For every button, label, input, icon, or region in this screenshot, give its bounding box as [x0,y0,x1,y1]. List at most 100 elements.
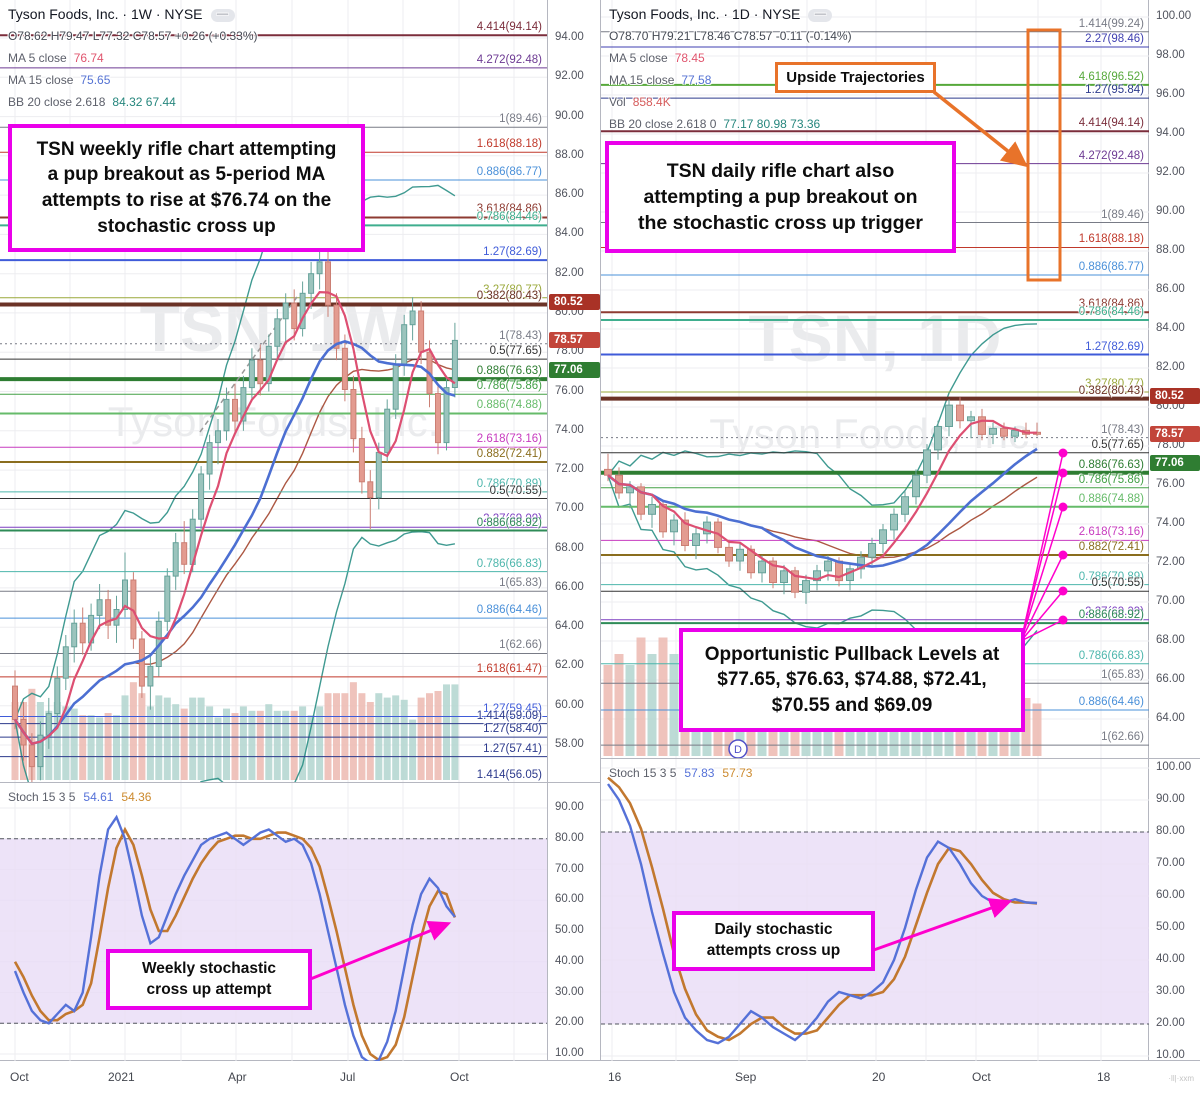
weekly-title-row: Tyson Foods, Inc. · 1W · NYSE — [8,3,258,25]
time-label: 18 [1097,1070,1111,1084]
daily-annotation-box[interactable]: TSN daily rifle chart also attempting a … [605,141,956,253]
corner-watermark: ·ll|·xxm [1168,1074,1194,1083]
fib-level-label: 0.886(86.77) [1078,260,1144,273]
price-tick: 76.00 [1156,478,1185,490]
price-tick: 68.00 [1156,634,1185,646]
price-tick: 70.00 [555,502,584,515]
fib-level-label: 3.27(80.77) [1085,377,1144,390]
upside-trajectories-box[interactable]: Upside Trajectories [775,62,936,93]
weekly-legend: Tyson Foods, Inc. · 1W · NYSE — O78.62 H7… [8,3,258,113]
fib-level-label: 1(89.46) [1101,208,1144,221]
vol-value: 858.4K [632,95,671,109]
stoch-chart-svg [601,759,1149,1061]
price-tick: 68.00 [555,541,584,554]
price-badge: 77.06 [1150,455,1200,472]
daily-title-row: Tyson Foods, Inc. · 1D · NYSE — [609,3,852,25]
price-tick: 94.00 [1156,127,1185,139]
fib-level-label: 1.618(61.47) [476,662,542,675]
fib-level-label: 0.886(64.46) [476,604,542,617]
weekly-stoch-panel[interactable]: Stoch 15 3 5 54.61 54.36 [0,782,547,1061]
ma5-row: MA 5 close 76.74 [8,51,104,65]
weekly-annotation-box[interactable]: TSN weekly rifle chart attempting a pup … [8,124,365,252]
fib-level-label: 3.27(80.77) [483,283,542,296]
ma15-row: MA 15 close 77.58 [609,73,712,87]
daily-price-axis[interactable]: 64.00 66.00 68.00 70.00 72.00 74.00 76.00 78.00… [1148,0,1200,758]
fib-level-label: 1.27(82.69) [483,246,542,259]
fib-level-label: 0.786(66.83) [1078,649,1144,662]
bb-row: BB 20 close 2.618 84.32 67.44 [8,95,176,109]
fib-level-label: 2.27(98.46) [1085,33,1144,46]
stoch-label: Stoch 15 3 5 [8,790,76,804]
fib-level-label: 1.414(99.24) [1078,17,1144,30]
fib-level-label: 2.27(69.09) [483,513,542,526]
fib-level-label: 1.618(88.18) [1078,233,1144,246]
fib-level-label: 0.786(75.86) [476,380,542,393]
time-axis[interactable]: ·ll|·xxm Oct 2021 Apr Jul Oct 16 Sep 20 Oct 18 [0,1060,1200,1094]
weekly-price-panel[interactable]: TSN, 1W Tyson Foods, Inc. Tyson Foods, I… [0,0,547,782]
fib-level-label: 1.414(59.09) [476,709,542,722]
collapse-icon[interactable]: — [808,8,833,22]
price-tick: 78.00 [555,345,584,358]
weekly-stoch-canvas[interactable] [0,783,547,1061]
time-label: 20 [872,1070,886,1084]
fib-level-label: 1.618(88.18) [476,138,542,151]
time-label: Apr [228,1070,247,1084]
daily-stoch-axis[interactable]: 10.00 20.00 30.00 40.00 50.00 60.00 70.00 80.00… [1148,758,1200,1061]
stoch-label: Stoch 15 3 5 [609,766,677,780]
fib-level-label: 0.886(68.92) [476,516,542,529]
fib-level-label: 0.886(86.77) [476,165,542,178]
stoch-tick: 20.00 [1156,1017,1185,1029]
fib-level-label: 1.414(56.05) [476,769,542,782]
price-tick: 88.00 [1156,244,1185,256]
stoch-tick: 10.00 [1156,1049,1185,1061]
stoch-tick: 50.00 [555,924,584,936]
time-label: Oct [10,1070,29,1084]
daily-stoch-annotation-box[interactable]: Daily stochastic attempts cross up [672,911,875,971]
stoch-chart-svg [0,783,547,1061]
fib-level-label: 0.882(72.41) [476,448,542,460]
daily-stoch-panel[interactable]: Stoch 15 3 5 57.83 57.73 [600,758,1149,1061]
price-tick: 92.00 [1156,166,1185,178]
time-label: Jul [340,1070,356,1084]
fib-level-label: 0.382(80.43) [476,290,542,303]
stoch-k-value: 57.83 [684,766,715,780]
stoch-tick: 20.00 [555,1016,584,1029]
fib-level-label: 0.5(70.55) [1091,577,1144,590]
fib-level-label: 4.414(94.14) [476,21,542,34]
collapse-icon[interactable]: — [210,8,235,22]
price-tick: 78.00 [1156,439,1185,451]
fib-level-label: 0.5(77.65) [1091,438,1144,451]
daily-stoch-canvas[interactable] [601,759,1149,1061]
weekly-stoch-axis[interactable]: 10.00 20.00 30.00 40.00 50.00 60.00 70.00 80.00… [547,782,601,1061]
price-tick: 82.00 [555,266,584,279]
price-tick: 100.00 [1156,10,1192,22]
fib-level-label: 2.27(69.09) [1085,605,1144,618]
fib-level-label: 1(65.83) [1101,669,1144,682]
price-tick: 84.00 [1156,322,1185,334]
price-badge: 78.57 [549,332,600,349]
fib-level-label: 0.886(68.92) [1078,609,1144,622]
stoch-tick: 40.00 [555,954,584,967]
time-label: Oct [450,1070,469,1084]
stoch-d-value: 57.73 [722,766,753,780]
stoch-tick: 90.00 [555,801,584,813]
weekly-chart-canvas[interactable]: TSN, 1W Tyson Foods, Inc. [0,0,547,782]
weekly-stoch-legend: Stoch 15 3 5 54.61 54.36 [8,786,151,808]
ma5-value: 76.74 [73,51,104,65]
time-label: Oct [972,1070,991,1084]
price-tick: 90.00 [555,109,584,122]
weekly-stoch-annotation-box[interactable]: Weekly stochastic cross up attempt [106,949,312,1010]
weekly-price-axis[interactable]: 58.00 60.00 62.00 64.00 66.00 68.00 70.00 72.00… [547,0,601,782]
price-tick: 74.00 [1156,517,1185,529]
stoch-tick: 30.00 [1156,985,1185,997]
ma5-value: 78.45 [674,51,705,65]
fib-level-label: 1.27(82.69) [1085,340,1144,353]
fib-level-label: 2.618(73.16) [476,433,542,446]
fib-level-label: 3.618(84.86) [1078,298,1144,311]
price-tick: 70.00 [1156,595,1185,607]
stoch-row: Stoch 15 3 5 54.61 54.36 [8,786,151,808]
pullback-levels-box[interactable]: Opportunistic Pullback Levels at $77.65,… [679,628,1025,732]
price-chart-svg [0,0,547,782]
fib-level-label: 1.27(58.40) [483,723,542,736]
